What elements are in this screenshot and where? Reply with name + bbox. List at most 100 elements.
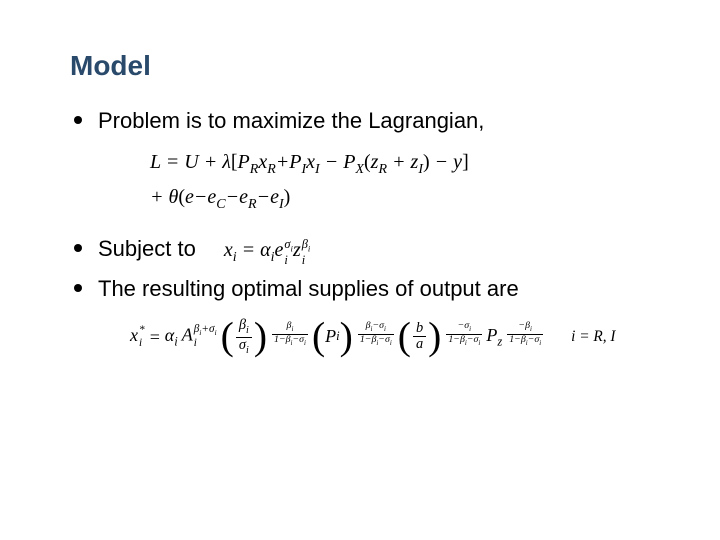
eq2-zi: i — [302, 254, 311, 266]
eq1-eR-sub: R — [248, 197, 257, 212]
eq3-e3-si: i — [469, 326, 471, 333]
eq1-eC-e: e — [207, 186, 216, 208]
eq3-g3-b: b — [413, 321, 426, 336]
eq1-xR-sub: R — [267, 162, 276, 177]
eq3-exp3: −σi 1−βi−σi — [446, 321, 482, 347]
eq1-l2-m2: − — [226, 186, 240, 208]
eq1-eR-e: e — [239, 186, 248, 208]
bullet-1-text: Problem is to maximize the Lagrangian, — [98, 108, 484, 133]
eq3-Aplus: + — [201, 323, 209, 335]
eq3-Pz-term: Pz — [486, 325, 502, 350]
eq1-l2-m1: − — [194, 186, 208, 208]
eq3-g1-bn: β — [239, 317, 246, 333]
eq3-group3: ( b a ) — [398, 321, 442, 353]
eq1-paren-c: ) — [423, 151, 430, 173]
eq3-alpha: α — [165, 325, 174, 345]
eq3-e3-m2: − — [467, 334, 474, 345]
eq3-ai: i — [174, 334, 178, 348]
eq3-lhs: x* i — [130, 325, 145, 349]
eq1-rbracket: ] — [462, 151, 469, 173]
eq3-e1-si: i — [304, 339, 306, 346]
eq1-l2-pc: ) — [284, 186, 291, 208]
slide: Model Problem is to maximize the Lagrang… — [0, 0, 720, 540]
eq3-xi: i — [139, 338, 145, 349]
eq3-e4-bi: i — [530, 326, 532, 333]
eq1-PX-sub: X — [355, 162, 364, 177]
eq1-minus2: − — [435, 151, 449, 173]
eq1-plus1: + — [276, 151, 290, 173]
eq3-e1-m1: − — [279, 334, 286, 345]
eq3-Pz-P: P — [486, 325, 497, 345]
eq3-e2-m2: − — [378, 334, 385, 345]
eq3-g1-sdi: i — [246, 344, 249, 355]
eq1-prefix: L = U + λ — [150, 151, 231, 173]
eq3-A: A — [182, 325, 193, 345]
equation-optimal-supply: x*i = αi Aβi+σii ( βi σi ) βi 1−βi−σi ( … — [130, 318, 660, 356]
eq1-line2: + θ(e−eC−eR−eI) — [150, 181, 660, 216]
eq2-z: z — [293, 239, 301, 261]
eq1-PX-P: P — [343, 151, 355, 173]
eq3-g1-bni: i — [246, 325, 249, 336]
eq3-e4-si: i — [539, 339, 541, 346]
eq3-alpha-term: αi — [165, 325, 178, 350]
eq3-A-term: Aβi+σii — [182, 324, 217, 349]
lparen2-icon: ( — [312, 321, 325, 353]
eq2-eq: = — [237, 239, 261, 261]
eq1-eI-e: e — [270, 186, 279, 208]
lparen3-icon: ( — [398, 321, 411, 353]
bullet-1: Problem is to maximize the Lagrangian, — [70, 106, 660, 136]
eq1-line1: L = U + λ[PRxR+PIxI − PX(zR + zI) − y] — [150, 146, 660, 181]
eq1-lbracket: [ — [231, 151, 238, 173]
equation-constraint: xi = αieσiizβii — [224, 237, 310, 268]
eq3-g2-P: P — [325, 326, 336, 347]
eq3-exp2: βi−σi 1−βi−σi — [358, 321, 394, 347]
eq3-e2-s2i: i — [390, 339, 392, 346]
eq1-PR-P: P — [238, 151, 250, 173]
eq3-star: * — [139, 325, 145, 336]
eq1-eC-sub: C — [216, 197, 225, 212]
eq3-x: x — [130, 325, 138, 345]
eq3-index-range: i = R, I — [571, 328, 615, 346]
eq3-eq: = — [149, 327, 161, 348]
eq2-x: x — [224, 239, 233, 261]
eq1-xR-x: x — [258, 151, 267, 173]
eq1-e: e — [185, 186, 194, 208]
eq3-e2-si: i — [384, 326, 386, 333]
eq1-minus1: − — [325, 151, 339, 173]
bullet-2-text: Subject to — [98, 234, 196, 264]
slide-title: Model — [70, 50, 660, 82]
rparen-icon: ) — [254, 321, 267, 353]
bullet-list-2: Subject to xi = αieσiizβii The resulting… — [70, 234, 660, 304]
bullet-list: Problem is to maximize the Lagrangian, — [70, 106, 660, 136]
bullet-3-text: The resulting optimal supplies of output… — [98, 276, 519, 301]
eq1-l2-prefix: + θ — [150, 186, 178, 208]
eq3-e1-bi: i — [291, 326, 293, 333]
eq3-Ai: i — [194, 338, 217, 349]
eq1-PI-P: P — [289, 151, 301, 173]
eq2-e: e — [275, 239, 284, 261]
rparen2-icon: ) — [340, 321, 353, 353]
eq3-group2: ( Pi ) — [312, 321, 353, 353]
eq3-Pz-z: z — [497, 334, 502, 348]
rparen3-icon: ) — [428, 321, 441, 353]
eq3-e4-m1: − — [514, 334, 521, 345]
eq3-g3-a: a — [413, 336, 426, 352]
eq3-Asi: i — [214, 329, 216, 338]
eq2-alpha: α — [260, 239, 271, 261]
bullet-2: Subject to xi = αieσiizβii — [70, 234, 660, 268]
eq3-e3-m1: − — [453, 334, 460, 345]
equation-lagrangian: L = U + λ[PRxR+PIxI − PX(zR + zI) − y] +… — [150, 146, 660, 217]
eq2-bi: i — [308, 243, 310, 253]
eq3-exp4: −βi 1−βi−σi — [507, 321, 543, 347]
eq3-exp1: βi 1−βi−σi — [272, 321, 308, 347]
eq3-e3-s2i: i — [478, 339, 480, 346]
eq1-l2-po: ( — [178, 186, 185, 208]
lparen-icon: ( — [221, 321, 234, 353]
eq1-paren-o: ( — [364, 151, 371, 173]
eq1-plus2: + — [392, 151, 406, 173]
eq1-zR-sub: R — [378, 162, 387, 177]
eq1-y: y — [453, 151, 462, 173]
eq3-group1: ( βi σi ) — [221, 318, 267, 356]
eq1-l2-m3: − — [257, 186, 271, 208]
eq3-g1-sd: σ — [239, 337, 246, 353]
